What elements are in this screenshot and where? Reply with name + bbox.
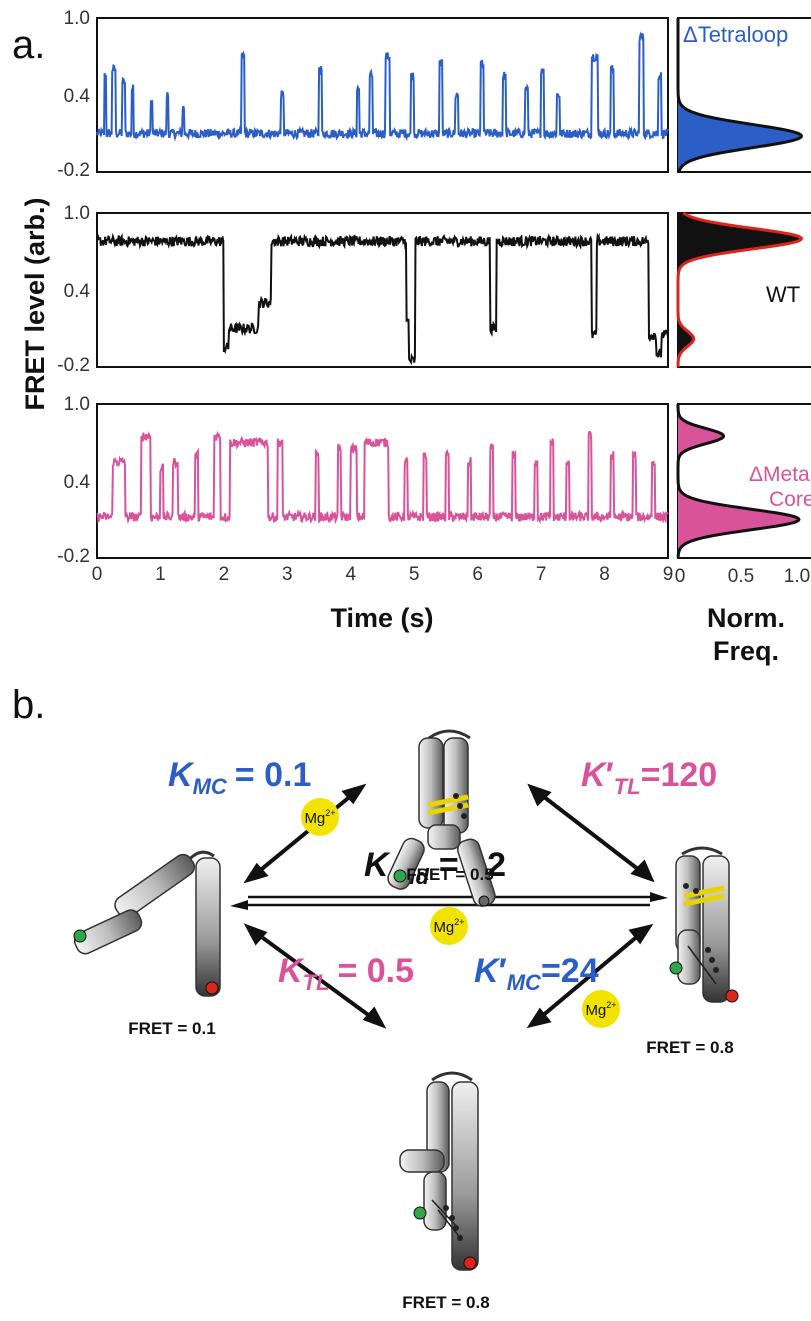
- fret-left: FRET = 0.1: [128, 1019, 215, 1038]
- hist-x-tick-10: 1.0: [784, 566, 810, 587]
- time-tick-8: 8: [599, 564, 610, 585]
- y-tick-top-1: 1.0: [64, 8, 90, 29]
- hist-x-tick-0: 0: [675, 566, 686, 587]
- trace-panel-wt: 1.0 0.4 -0.2: [57, 203, 669, 376]
- fret-top: FRET = 0.5: [406, 865, 493, 884]
- k-tl-label: KTL = 0.5: [278, 952, 414, 995]
- label-metal-line1: ΔMetal: [749, 463, 811, 486]
- k-mc-prime-label: K′MC=24: [474, 952, 599, 995]
- label-tetraloop: ΔTetraloop: [683, 22, 788, 47]
- mg-ion-bottom: Mg2+: [582, 990, 620, 1028]
- y-tick-top-2: 1.0: [64, 203, 90, 224]
- label-metal-line2: Core: [769, 488, 811, 511]
- x-axis-label: Time (s): [330, 603, 433, 633]
- time-tick-4: 4: [345, 564, 356, 585]
- fret-bottom: FRET = 0.8: [402, 1293, 489, 1312]
- rna-structure-right: [669, 846, 739, 1003]
- arrow-left-to-right: [230, 892, 668, 910]
- y-axis-label: FRET level (arb.): [20, 197, 50, 410]
- fret-trace-wt: [96, 232, 669, 366]
- mg-ion-middle: Mg2+: [430, 907, 468, 945]
- svg-text:Mg2+: Mg2+: [585, 1000, 616, 1019]
- svg-text:Mg2+: Mg2+: [433, 917, 464, 936]
- y-tick-top-3: 1.0: [64, 394, 90, 415]
- fret-trace-metalcore: [96, 430, 669, 525]
- histogram-area-tetraloop: [678, 18, 802, 172]
- k-tl-prime-label: K′TL=120: [581, 756, 717, 799]
- trace-frame-wt: [96, 212, 669, 368]
- arrow-left-to-bottom: [243, 923, 387, 1029]
- time-tick-1: 1: [155, 564, 166, 585]
- svg-text:Mg2+: Mg2+: [304, 808, 335, 827]
- time-tick-7: 7: [536, 564, 547, 585]
- trace-panel-metalcore: 1.0 0.4 -0.2: [57, 394, 669, 567]
- fret-trace-tetraloop: [96, 31, 669, 142]
- hist-xlabel-line1: Norm.: [707, 603, 785, 633]
- time-tick-2: 2: [219, 564, 230, 585]
- y-tick-mid-2: 0.4: [64, 281, 91, 302]
- time-tick-5: 5: [409, 564, 420, 585]
- histogram-wt: WT: [676, 211, 811, 368]
- time-axis-ticks: 0 1 2 3 4 5 6 7 8 9: [92, 564, 674, 585]
- panel-b-label: b.: [12, 683, 45, 727]
- y-tick-bot-2: -0.2: [57, 355, 90, 376]
- y-tick-mid-3: 0.4: [64, 472, 91, 493]
- histogram-metalcore: ΔMetal Core: [676, 403, 811, 559]
- k-mc-label: KMC = 0.1: [168, 756, 311, 799]
- mg-ion-top: Mg2+: [301, 798, 339, 836]
- arrow-bottom-to-right: [526, 923, 654, 1029]
- trace-panel-tetraloop: 1.0 0.4 -0.2: [57, 8, 669, 181]
- time-tick-9: 9: [663, 564, 674, 585]
- trace-frame-tetraloop: [96, 17, 669, 173]
- rna-structure-left: [73, 850, 221, 997]
- time-tick-6: 6: [472, 564, 483, 585]
- histogram-tetraloop: ΔTetraloop: [676, 17, 811, 173]
- histogram-fit-wt: [676, 211, 804, 367]
- arrow-top-to-right: [527, 783, 655, 883]
- rna-structure-bottom: [399, 1071, 479, 1271]
- rna-structure-top: [387, 729, 496, 907]
- time-tick-0: 0: [92, 564, 103, 585]
- hist-xlabel-line2: Freq.: [713, 636, 779, 666]
- histogram-fit-metalcore: [676, 404, 801, 559]
- histogram-fit-tetraloop: [676, 18, 803, 173]
- y-tick-bot-1: -0.2: [57, 160, 90, 181]
- panel-a-label: a.: [12, 23, 45, 67]
- time-tick-3: 3: [282, 564, 293, 585]
- trace-frame-metalcore: [96, 403, 669, 559]
- y-tick-mid-1: 0.4: [64, 86, 91, 107]
- reaction-arrows: [230, 783, 668, 1029]
- histogram-area-wt: [678, 213, 802, 367]
- arrow-left-to-top: [243, 783, 367, 884]
- hist-x-tick-05: 0.5: [728, 566, 754, 587]
- label-wt: WT: [766, 282, 800, 307]
- y-tick-bot-3: -0.2: [57, 546, 90, 567]
- fret-right: FRET = 0.8: [646, 1038, 733, 1057]
